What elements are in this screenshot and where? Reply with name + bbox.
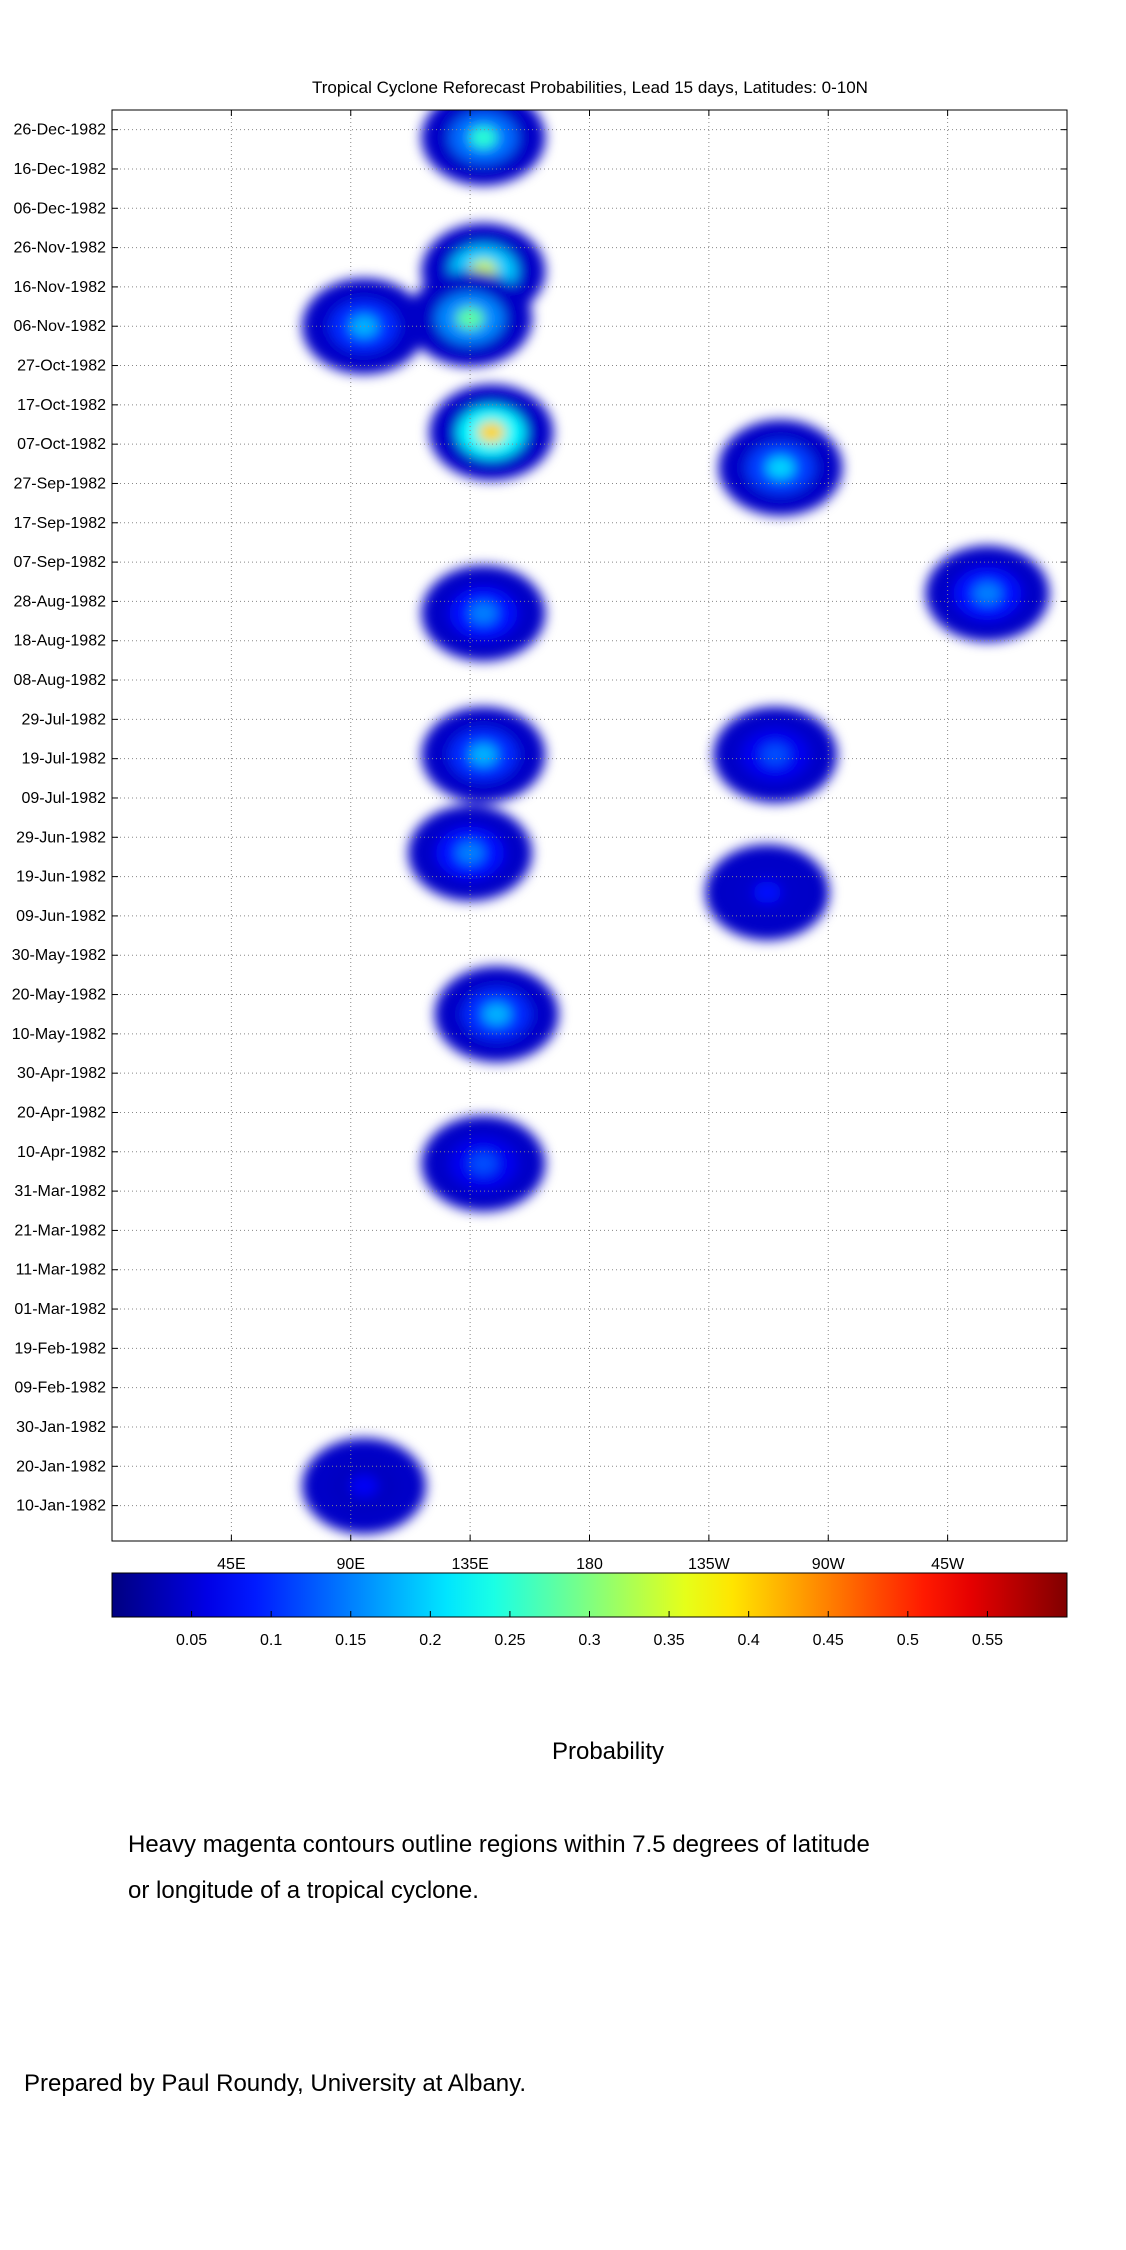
probability-region (421, 565, 546, 662)
probability-region (429, 384, 554, 481)
y-tick-label: 20-May-1982 (12, 987, 106, 1004)
colorbar-tick-label: 0.2 (419, 1632, 441, 1649)
probability-region (925, 545, 1050, 642)
y-tick-label: 30-May-1982 (12, 947, 106, 964)
colorbar-tick-label: 0.1 (260, 1632, 282, 1649)
probability-region (421, 1115, 546, 1212)
colorbar-tick-label: 0.25 (494, 1632, 525, 1649)
probability-region-core (973, 582, 1002, 605)
probability-region-core (753, 881, 782, 904)
y-tick-label: 26-Nov-1982 (14, 240, 107, 257)
grid (112, 110, 1067, 1541)
x-tick-label: 180 (576, 1556, 603, 1573)
credit-text: Prepared by Paul Roundy, University at A… (24, 2070, 527, 2097)
y-tick-label: 16-Nov-1982 (14, 279, 107, 296)
y-tick-label: 10-May-1982 (12, 1026, 106, 1043)
y-tick-label: 01-Mar-1982 (14, 1301, 106, 1318)
y-tick-label: 30-Jan-1982 (16, 1419, 106, 1436)
y-tick-label: 29-Jul-1982 (22, 711, 107, 728)
y-tick-label: 19-Jun-1982 (16, 869, 106, 886)
probability-region-core (469, 126, 498, 149)
y-tick-label: 07-Sep-1982 (13, 554, 106, 571)
probability-region (421, 706, 546, 803)
probability-region (705, 844, 830, 941)
y-tick-label: 10-Apr-1982 (17, 1144, 106, 1161)
colorbar (111, 1572, 1068, 1618)
y-tick-label: 08-Aug-1982 (13, 672, 106, 689)
colorbar-tick-label: 0.45 (813, 1632, 844, 1649)
probability-region (408, 805, 533, 902)
colorbar-tick-label: 0.15 (335, 1632, 366, 1649)
y-tick-label: 26-Dec-1982 (14, 122, 107, 139)
y-tick-label: 20-Apr-1982 (17, 1104, 106, 1121)
probability-region (718, 419, 843, 516)
y-tick-label: 07-Oct-1982 (17, 436, 106, 453)
y-tick-label: 11-Mar-1982 (16, 1262, 107, 1279)
y-tick-label: 28-Aug-1982 (13, 593, 106, 610)
y-tick-label: 19-Jul-1982 (22, 751, 107, 768)
colorbar-tick-label: 0.35 (654, 1632, 685, 1649)
probability-region (302, 1437, 427, 1534)
colorbar-title: Probability (551, 1738, 665, 1765)
probability-region-core (761, 743, 790, 766)
chart-title: Tropical Cyclone Reforecast Probabilitie… (312, 78, 868, 97)
y-tick-label: 31-Mar-1982 (14, 1183, 106, 1200)
contour-note: Heavy magenta contours outline regions w… (128, 1822, 1028, 1914)
y-tick-label: 30-Apr-1982 (17, 1065, 106, 1082)
colorbar-tick-label: 0.5 (897, 1632, 919, 1649)
y-tick-label: 06-Dec-1982 (14, 200, 107, 217)
probability-region-core (482, 1003, 511, 1026)
y-tick-label: 17-Sep-1982 (13, 515, 106, 532)
x-tick-label: 45E (217, 1556, 245, 1573)
probability-region (713, 706, 838, 803)
y-tick-label: 17-Oct-1982 (17, 397, 106, 414)
y-tick-label: 21-Mar-1982 (14, 1222, 106, 1239)
y-tick-label: 27-Sep-1982 (13, 475, 106, 492)
note-line-1: Heavy magenta contours outline regions w… (128, 1831, 870, 1858)
y-tick-label: 09-Jul-1982 (22, 790, 107, 807)
colorbar-tick-label: 0.55 (972, 1632, 1003, 1649)
probability-region (421, 110, 546, 186)
x-tick-label: 90E (337, 1556, 365, 1573)
y-tick-label: 06-Nov-1982 (14, 318, 107, 335)
y-tick-label: 09-Feb-1982 (14, 1380, 106, 1397)
probability-region-core (469, 1152, 498, 1175)
x-tick-label: 135E (451, 1556, 488, 1573)
y-tick-label: 18-Aug-1982 (13, 633, 106, 650)
x-tick-label: 90W (812, 1556, 846, 1573)
y-tick-label: 16-Dec-1982 (14, 161, 107, 178)
note-line-2: or longitude of a tropical cyclone. (128, 1877, 479, 1904)
y-tick-label: 27-Oct-1982 (17, 358, 106, 375)
x-tick-label: 45W (931, 1556, 965, 1573)
x-tick-label: 135W (688, 1556, 731, 1573)
y-tick-label: 29-Jun-1982 (16, 829, 106, 846)
probability-region-core (350, 1474, 379, 1497)
colorbar-tick-label: 0.4 (738, 1632, 760, 1649)
chart-plot: 26-Dec-1982 16-Dec-1982 06-Dec-1982 26-Nov-… (12, 109, 1068, 1649)
probability-region (434, 966, 559, 1063)
probability-region-core (469, 602, 498, 625)
probability-region-core (477, 421, 506, 444)
y-tick-label: 19-Feb-1982 (14, 1340, 106, 1357)
probability-region-core (469, 743, 498, 766)
probability-region-core (766, 456, 795, 479)
probability-region-core (456, 842, 485, 865)
y-tick-label: 09-Jun-1982 (16, 908, 106, 925)
colorbar-tick-label: 0.05 (176, 1632, 207, 1649)
y-tick-label: 20-Jan-1982 (16, 1458, 106, 1475)
y-tick-label: 10-Jan-1982 (16, 1498, 106, 1515)
colorbar-tick-label: 0.3 (578, 1632, 600, 1649)
